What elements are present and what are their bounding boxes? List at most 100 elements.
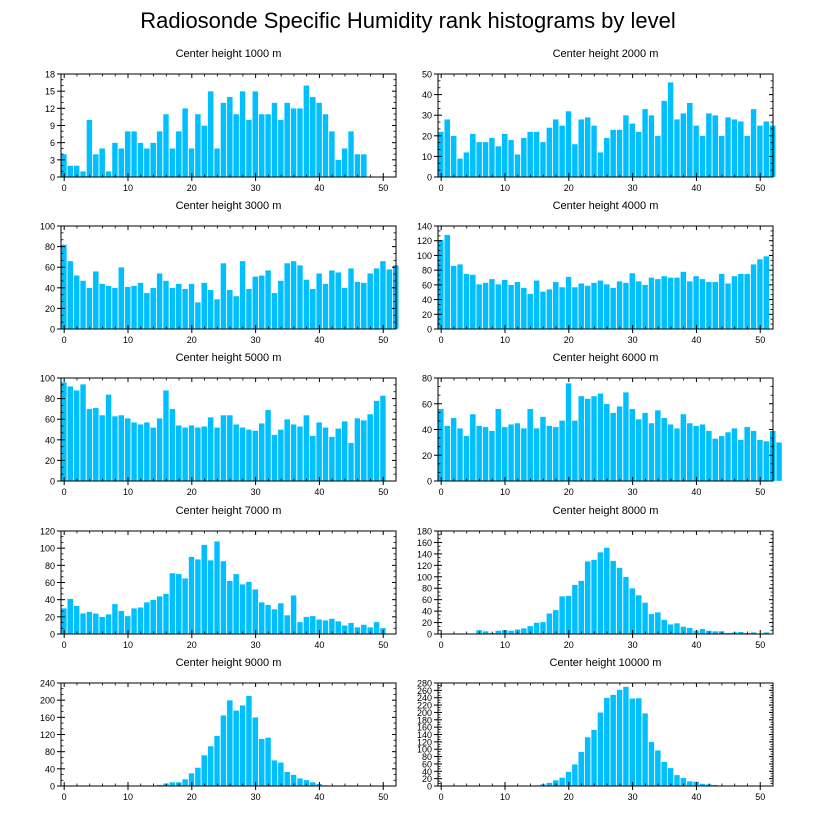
bar bbox=[597, 552, 604, 635]
bar bbox=[520, 137, 527, 178]
bar bbox=[233, 295, 240, 330]
bar bbox=[386, 269, 393, 330]
bar bbox=[648, 613, 655, 635]
bar bbox=[188, 425, 195, 482]
bar bbox=[73, 390, 80, 482]
bar bbox=[341, 421, 348, 482]
bar bbox=[578, 395, 585, 482]
bar bbox=[629, 698, 636, 787]
x-tick-label: 50 bbox=[378, 640, 388, 650]
bar bbox=[693, 125, 700, 178]
bar bbox=[367, 273, 374, 330]
panel-title: Center height 9000 m bbox=[176, 657, 282, 669]
y-tick-label: 9 bbox=[50, 121, 55, 131]
panel-title: Center height 10000 m bbox=[550, 657, 662, 669]
bar bbox=[584, 736, 591, 787]
bar bbox=[226, 700, 233, 787]
bar bbox=[169, 781, 176, 787]
y-tick-label: 40 bbox=[45, 595, 55, 605]
y-tick-label: 80 bbox=[45, 242, 55, 252]
bar bbox=[724, 431, 732, 482]
y-tick-label: 120 bbox=[40, 730, 55, 740]
bar bbox=[150, 427, 157, 482]
bar bbox=[347, 268, 355, 330]
bar bbox=[699, 628, 706, 635]
x-tick-label: 20 bbox=[187, 335, 197, 345]
bar bbox=[680, 112, 687, 178]
bar bbox=[335, 159, 342, 178]
bar bbox=[597, 712, 604, 787]
y-tick-label: 0 bbox=[50, 630, 55, 640]
y-tick-label: 140 bbox=[417, 549, 432, 559]
bar bbox=[680, 271, 687, 330]
y-tick-label: 60 bbox=[45, 415, 55, 425]
bar bbox=[207, 416, 214, 482]
bar bbox=[629, 588, 636, 635]
bar bbox=[258, 113, 265, 178]
bar bbox=[712, 281, 719, 330]
bar bbox=[360, 624, 367, 635]
bar bbox=[60, 381, 67, 482]
bar bbox=[565, 382, 572, 482]
bar bbox=[693, 275, 700, 330]
bar bbox=[118, 610, 125, 635]
x-tick-label: 50 bbox=[755, 640, 765, 650]
bar bbox=[239, 584, 246, 635]
y-tick-label: 0 bbox=[50, 173, 55, 183]
y-tick-label: 280 bbox=[417, 679, 432, 689]
bar bbox=[699, 278, 706, 330]
bar bbox=[597, 280, 604, 330]
bar bbox=[322, 113, 329, 178]
bar bbox=[226, 414, 233, 482]
bar bbox=[137, 607, 144, 635]
x-tick-label: 50 bbox=[755, 335, 765, 345]
bar bbox=[105, 171, 112, 178]
bar bbox=[156, 596, 163, 635]
bar bbox=[73, 605, 80, 635]
bar bbox=[284, 102, 291, 178]
bar bbox=[354, 153, 361, 178]
bar bbox=[699, 424, 706, 482]
panel-title: Center height 5000 m bbox=[176, 352, 282, 364]
bar bbox=[539, 416, 547, 482]
y-tick-label: 20 bbox=[45, 304, 55, 314]
bar bbox=[341, 148, 348, 178]
panel-4: Center height 4000 m 0 20 40 60 80 100 120 140 0 1… bbox=[417, 200, 774, 345]
bar bbox=[316, 102, 323, 178]
x-tick-label: 20 bbox=[564, 335, 574, 345]
bar bbox=[622, 686, 629, 787]
y-tick-label: 60 bbox=[422, 399, 432, 409]
panel-3: Center height 3000 m 0 20 40 60 80 100 0 10 20 30 4… bbox=[40, 200, 399, 345]
bar bbox=[309, 435, 316, 482]
bar bbox=[654, 278, 661, 330]
bar bbox=[501, 279, 508, 330]
bar bbox=[750, 430, 757, 482]
x-tick-label: 40 bbox=[314, 487, 324, 497]
bar bbox=[488, 430, 495, 482]
bar bbox=[539, 141, 547, 178]
bar bbox=[482, 141, 489, 178]
bar bbox=[156, 273, 163, 330]
bar bbox=[373, 621, 380, 635]
bar bbox=[590, 729, 598, 787]
bar bbox=[756, 258, 763, 330]
bar bbox=[635, 594, 642, 635]
x-tick-label: 40 bbox=[314, 335, 324, 345]
bar bbox=[661, 761, 668, 787]
x-tick-label: 0 bbox=[439, 487, 444, 497]
y-tick-label: 60 bbox=[45, 578, 55, 588]
x-tick-label: 20 bbox=[187, 487, 197, 497]
bar bbox=[373, 400, 380, 482]
bar bbox=[265, 113, 272, 178]
bar bbox=[328, 131, 335, 178]
bar bbox=[527, 131, 534, 178]
bar bbox=[616, 689, 623, 787]
y-tick-label: 100 bbox=[417, 572, 432, 582]
bar bbox=[79, 280, 87, 330]
bar bbox=[501, 426, 508, 482]
bar bbox=[245, 429, 252, 482]
bar bbox=[673, 622, 681, 635]
bar bbox=[111, 415, 118, 482]
bar bbox=[744, 135, 751, 178]
bar bbox=[169, 287, 176, 330]
